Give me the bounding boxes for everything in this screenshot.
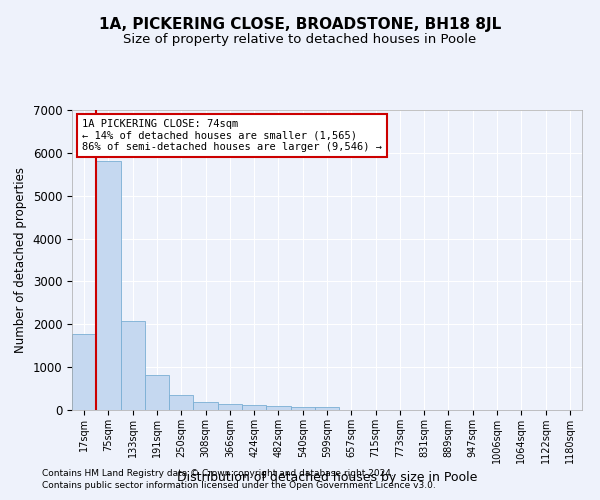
- Text: 1A, PICKERING CLOSE, BROADSTONE, BH18 8JL: 1A, PICKERING CLOSE, BROADSTONE, BH18 8J…: [99, 18, 501, 32]
- Bar: [242, 405, 266, 410]
- Bar: [290, 407, 315, 410]
- Text: Contains public sector information licensed under the Open Government Licence v3: Contains public sector information licen…: [42, 481, 436, 490]
- Bar: [169, 395, 193, 410]
- Bar: [121, 321, 145, 410]
- Y-axis label: Number of detached properties: Number of detached properties: [14, 167, 27, 353]
- Bar: [218, 404, 242, 410]
- Bar: [145, 376, 169, 410]
- X-axis label: Distribution of detached houses by size in Poole: Distribution of detached houses by size …: [177, 472, 477, 484]
- Text: 1A PICKERING CLOSE: 74sqm
← 14% of detached houses are smaller (1,565)
86% of se: 1A PICKERING CLOSE: 74sqm ← 14% of detac…: [82, 119, 382, 152]
- Text: Size of property relative to detached houses in Poole: Size of property relative to detached ho…: [124, 32, 476, 46]
- Bar: [315, 407, 339, 410]
- Bar: [96, 162, 121, 410]
- Text: Contains HM Land Registry data © Crown copyright and database right 2024.: Contains HM Land Registry data © Crown c…: [42, 468, 394, 477]
- Bar: [72, 334, 96, 410]
- Bar: [266, 406, 290, 410]
- Bar: [193, 402, 218, 410]
